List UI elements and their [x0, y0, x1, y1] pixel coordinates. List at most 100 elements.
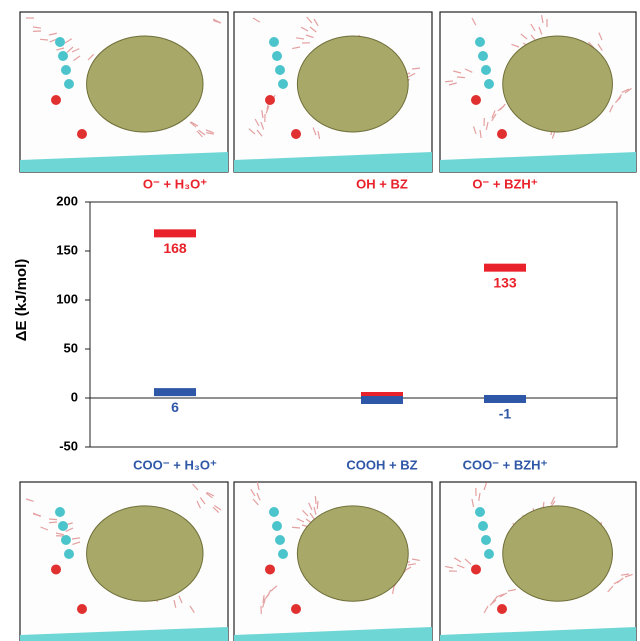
water: [73, 55, 81, 62]
water: [214, 504, 222, 511]
water: [453, 557, 462, 563]
energy-level: [484, 394, 526, 403]
water: [491, 113, 497, 122]
cluster: [86, 35, 204, 133]
atom: [484, 549, 494, 559]
surface: [234, 152, 432, 172]
water: [411, 558, 420, 562]
water: [540, 15, 544, 24]
atom: [478, 521, 488, 531]
water: [205, 492, 213, 499]
water: [613, 579, 622, 585]
water: [55, 532, 64, 536]
water: [313, 506, 317, 515]
water: [48, 32, 57, 36]
water: [206, 491, 215, 497]
oxygen: [77, 129, 87, 139]
atom: [481, 535, 491, 545]
water: [624, 573, 633, 578]
category-label: COOH + BZ: [346, 457, 417, 472]
water: [261, 110, 264, 119]
water: [453, 70, 462, 74]
atom: [278, 79, 288, 89]
water: [48, 521, 58, 524]
water: [205, 129, 214, 134]
water: [308, 502, 313, 511]
y-tick-label: -50: [59, 438, 78, 453]
oxygen: [77, 604, 87, 614]
water: [190, 121, 199, 127]
atom: [272, 51, 282, 61]
water: [198, 129, 206, 136]
energy-level: [154, 388, 196, 397]
atom: [61, 65, 71, 75]
water: [456, 564, 465, 569]
atom: [481, 65, 491, 75]
water: [598, 32, 603, 41]
water: [178, 595, 183, 604]
water: [520, 33, 528, 40]
water: [252, 17, 261, 23]
water: [391, 585, 395, 594]
water: [173, 599, 177, 608]
surface: [440, 152, 636, 172]
water: [306, 16, 313, 24]
water: [309, 26, 317, 33]
water: [256, 129, 263, 137]
category-label: O⁻ + H₃O⁺: [143, 176, 207, 191]
cluster: [502, 35, 613, 133]
y-tick-label: 200: [56, 193, 78, 208]
water: [478, 492, 481, 501]
water: [472, 126, 477, 135]
atom: [55, 507, 65, 517]
category-label: O⁻ + BZH⁺: [472, 176, 538, 191]
atom: [475, 37, 485, 47]
water: [550, 496, 556, 505]
water: [483, 605, 489, 614]
water: [260, 121, 265, 130]
water: [317, 130, 321, 139]
water: [489, 599, 497, 606]
water: [189, 605, 195, 614]
water: [248, 128, 256, 135]
y-tick-label: 0: [71, 389, 78, 404]
atom: [478, 51, 488, 61]
water: [407, 563, 416, 566]
water: [39, 38, 49, 41]
oxygen: [497, 604, 507, 614]
y-tick-label: 150: [56, 242, 78, 257]
value-label: 6: [171, 399, 179, 415]
cluster: [502, 505, 613, 602]
water: [511, 43, 520, 48]
water: [87, 53, 95, 61]
oxygen: [291, 604, 301, 614]
water: [48, 518, 58, 521]
water: [448, 82, 457, 86]
cluster: [86, 505, 204, 602]
water: [313, 18, 319, 27]
water: [292, 46, 301, 50]
water: [485, 121, 489, 130]
water: [265, 105, 270, 114]
cluster: [296, 35, 409, 133]
water: [312, 127, 317, 136]
water: [72, 541, 81, 546]
water: [491, 110, 496, 119]
snapshot: [439, 481, 637, 641]
water: [252, 498, 259, 506]
water: [206, 132, 215, 135]
value-label: 133: [493, 274, 517, 290]
snapshot: [233, 11, 433, 173]
snapshots: [19, 11, 637, 641]
water: [624, 87, 632, 94]
snapshot: [19, 11, 229, 173]
water: [499, 592, 508, 598]
water: [314, 495, 317, 505]
atom: [275, 65, 285, 75]
water: [464, 68, 473, 73]
water: [471, 498, 475, 507]
surface: [440, 627, 636, 641]
atom: [64, 79, 74, 89]
water: [620, 573, 630, 576]
water: [32, 26, 42, 29]
